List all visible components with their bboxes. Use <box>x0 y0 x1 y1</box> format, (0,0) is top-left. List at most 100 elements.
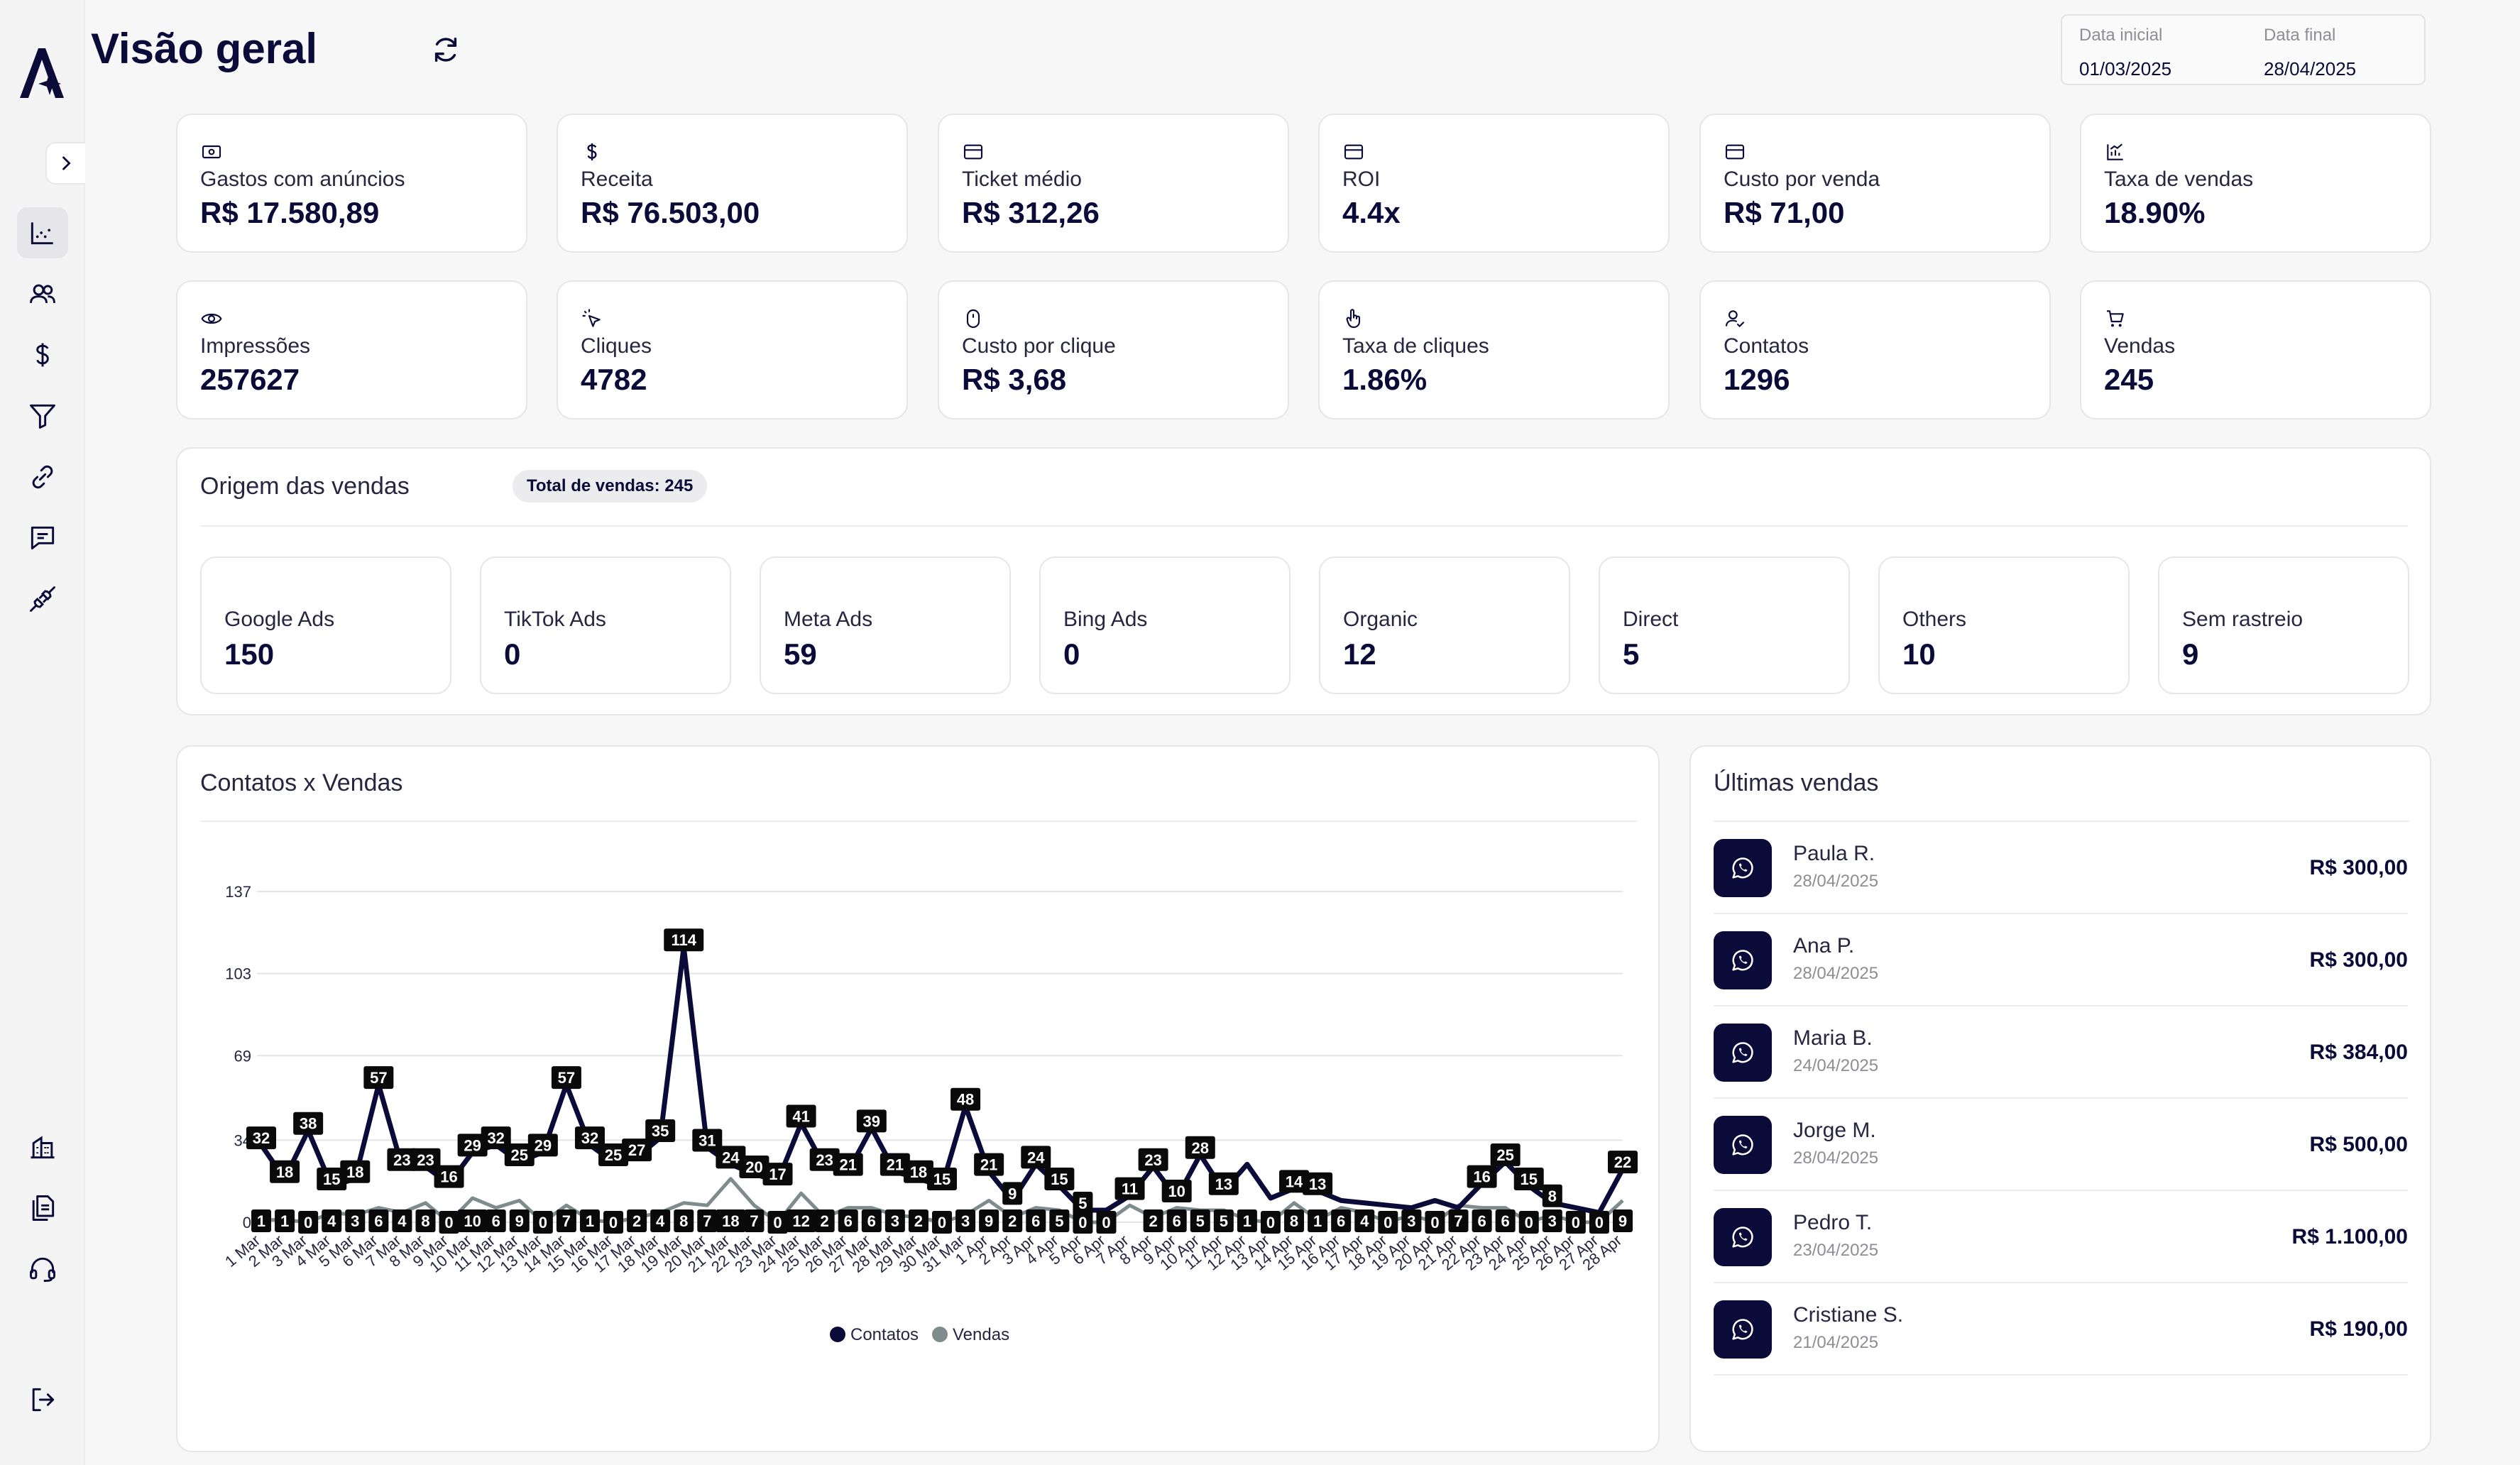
whatsapp-button[interactable] <box>1714 1024 1772 1082</box>
legend-marker <box>932 1327 948 1342</box>
data-label: 2 <box>821 1212 829 1230</box>
date-start[interactable]: Data inicial 01/03/2025 <box>2079 26 2171 80</box>
source-card-others: Others 10 <box>1878 556 2130 694</box>
data-label-bg <box>814 1209 835 1232</box>
data-label-bg <box>979 1209 999 1232</box>
sale-customer-name: Ana P. <box>1793 934 1855 958</box>
contacts-vs-sales-panel: Contatos x Vendas 0 34 69 103 137 1 1 0 4 3 6 4 8 0 10… <box>176 745 1660 1452</box>
data-label-bg <box>1044 1167 1075 1190</box>
kpi-label: Impressões <box>200 334 311 358</box>
whatsapp-button[interactable] <box>1714 1300 1772 1359</box>
data-label: 23 <box>393 1151 410 1169</box>
data-label: 15 <box>1051 1170 1068 1188</box>
data-label: 2 <box>632 1212 641 1230</box>
nav-company[interactable] <box>17 1121 68 1173</box>
data-label-bg <box>322 1209 342 1232</box>
data-label-bg <box>786 1209 816 1232</box>
data-label: 57 <box>370 1069 387 1087</box>
source-label: Meta Ads <box>784 608 873 631</box>
data-label-bg <box>1542 1184 1562 1207</box>
data-label: 0 <box>304 1214 312 1231</box>
nav-messages[interactable] <box>17 512 68 564</box>
kpi-card-sales-rate: Taxa de vendas 18.90% <box>2080 114 2431 253</box>
recent-sales-panel: Últimas vendas Paula R. 28/04/2025 R$ 300,… <box>1689 745 2431 1452</box>
data-label-bg <box>1513 1167 1544 1190</box>
data-label: 21 <box>887 1156 904 1174</box>
whatsapp-button[interactable] <box>1714 1208 1772 1266</box>
recent-sale-row[interactable]: Cristiane S. 21/04/2025 R$ 190,00 <box>1714 1283 2408 1376</box>
nav-links[interactable] <box>17 451 68 503</box>
recent-sale-row[interactable]: Jorge M. 28/04/2025 R$ 500,00 <box>1714 1099 2408 1191</box>
sale-amount: R$ 300,00 <box>2309 948 2408 972</box>
source-card-bing-ads: Bing Ads 0 <box>1039 556 1291 694</box>
app-logo[interactable] <box>17 44 68 101</box>
data-label: 16 <box>440 1168 457 1186</box>
date-end[interactable]: Data final 28/04/2025 <box>2264 26 2356 80</box>
data-label-bg <box>1608 1151 1638 1174</box>
data-label: 21 <box>839 1156 856 1174</box>
source-label: TikTok Ads <box>504 608 606 631</box>
sale-date: 28/04/2025 <box>1793 964 1879 983</box>
recent-sale-row[interactable]: Maria B. 24/04/2025 R$ 384,00 <box>1714 1006 2408 1099</box>
nav-support[interactable] <box>17 1244 68 1295</box>
data-label-bg <box>293 1112 324 1135</box>
refresh-button[interactable] <box>426 30 466 70</box>
data-label-bg <box>884 1209 905 1232</box>
data-label-bg <box>1166 1209 1187 1232</box>
nav-integrations[interactable] <box>17 574 68 625</box>
data-label: 2 <box>914 1212 923 1230</box>
data-label-bg <box>908 1209 928 1232</box>
data-label: 23 <box>417 1151 434 1169</box>
data-label: 18 <box>722 1212 739 1230</box>
date-range-picker[interactable]: Data inicial 01/03/2025 Data final 28/04… <box>2061 14 2426 85</box>
data-label-bg <box>716 1209 746 1232</box>
nav-documents[interactable] <box>17 1183 68 1234</box>
data-label: 1 <box>1313 1212 1322 1230</box>
mouse-icon <box>966 309 980 329</box>
legend-marker <box>830 1327 845 1342</box>
kpi-card-roi: ROI 4.4x <box>1318 114 1670 253</box>
source-value: 0 <box>504 637 521 671</box>
data-label-bg <box>1237 1209 1257 1232</box>
data-label: 8 <box>421 1212 429 1230</box>
data-label-bg <box>270 1160 300 1183</box>
kpi-value: R$ 71,00 <box>1724 196 1845 229</box>
recent-sale-row[interactable]: Paula R. 28/04/2025 R$ 300,00 <box>1714 822 2408 914</box>
data-label: 21 <box>980 1156 997 1174</box>
recent-sale-row[interactable]: Ana P. 28/04/2025 R$ 300,00 <box>1714 914 2408 1006</box>
recent-sale-row[interactable]: Pedro T. 23/04/2025 R$ 1.100,00 <box>1714 1191 2408 1283</box>
sale-amount: R$ 300,00 <box>2309 856 2408 879</box>
whatsapp-button[interactable] <box>1714 931 1772 989</box>
data-label-bg <box>1002 1182 1023 1205</box>
data-label: 7 <box>750 1212 758 1230</box>
kpi-label: Custo por venda <box>1724 168 1880 191</box>
whatsapp-button[interactable] <box>1714 839 1772 897</box>
data-label-bg <box>551 1066 581 1090</box>
data-label: 8 <box>679 1212 688 1230</box>
nav-funnel[interactable] <box>17 390 68 441</box>
data-label: 3 <box>1548 1212 1557 1230</box>
data-label: 10 <box>464 1212 481 1230</box>
whatsapp-button[interactable] <box>1714 1116 1772 1174</box>
data-label-bg <box>1161 1179 1192 1202</box>
nav-logout[interactable] <box>17 1374 68 1425</box>
hand-pointer-icon <box>1346 309 1361 329</box>
divider <box>200 525 2408 527</box>
data-label-bg <box>486 1209 506 1232</box>
nav-dashboard[interactable] <box>17 207 68 258</box>
kpi-value: 18.90% <box>2104 196 2206 229</box>
data-label: 1 <box>586 1212 594 1230</box>
kpi-card-ad-spend: Gastos com anúncios R$ 17.580,89 <box>176 114 527 253</box>
data-label-bg <box>481 1126 511 1150</box>
sidebar-expand-button[interactable] <box>45 142 85 185</box>
nav-finance[interactable] <box>17 329 68 380</box>
source-value: 9 <box>2182 637 2199 671</box>
data-label-bg <box>762 1163 793 1186</box>
date-end-value: 28/04/2025 <box>2264 58 2357 79</box>
data-label-bg <box>1026 1209 1046 1232</box>
data-label-bg <box>856 1109 887 1133</box>
nav-contacts[interactable] <box>17 268 68 319</box>
data-label-bg <box>1425 1211 1445 1234</box>
data-label-bg <box>744 1209 765 1232</box>
